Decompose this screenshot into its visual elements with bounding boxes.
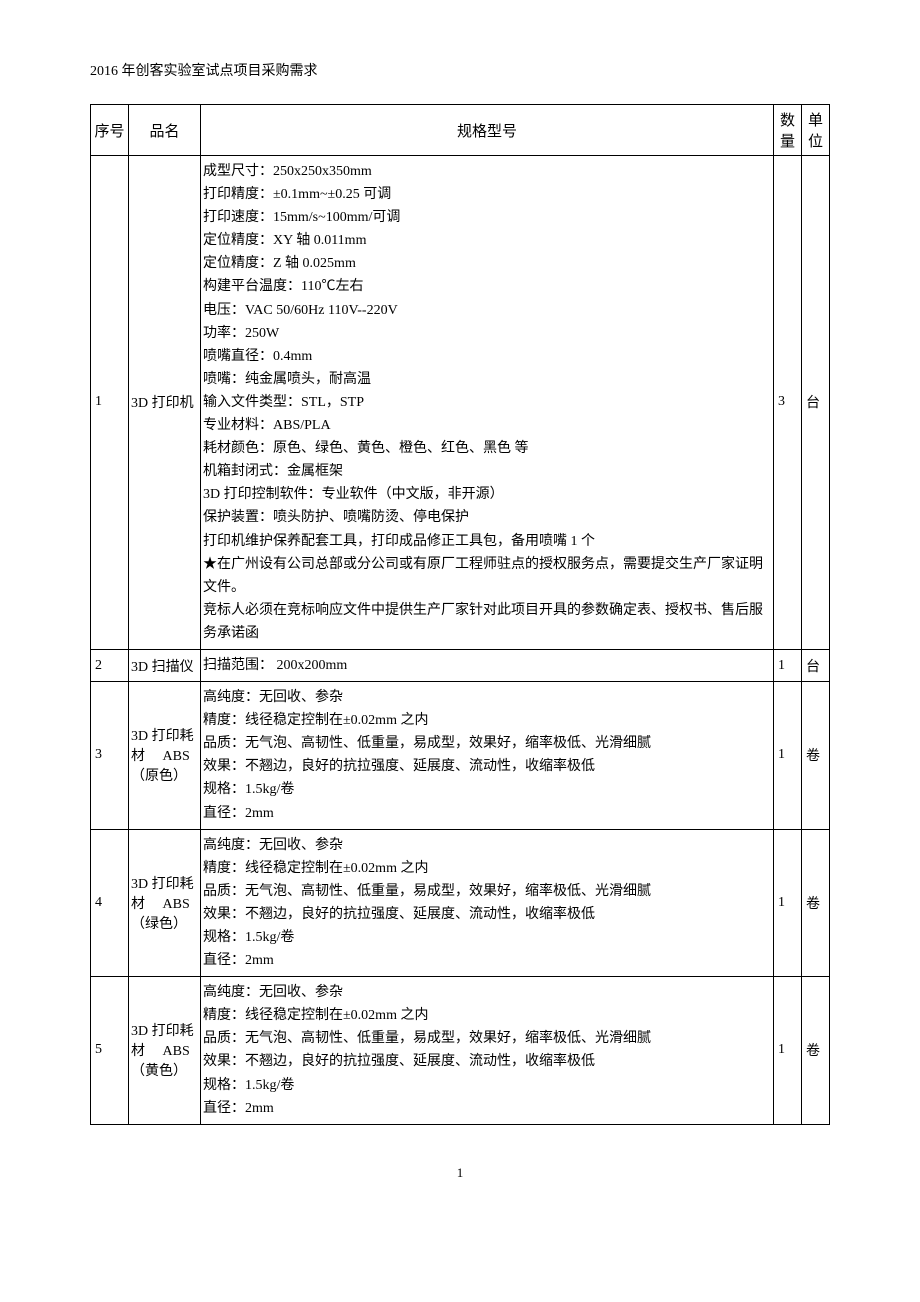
spec-line: 效果：不翘边，良好的抗拉强度、延展度、流动性，收缩率极低 (203, 1050, 771, 1073)
spec-line: 规格：1.5kg/卷 (203, 926, 771, 949)
header-seq: 序号 (91, 105, 129, 156)
spec-line: 直径：2mm (203, 1097, 771, 1120)
cell-name: 3D 打印耗材 ABS（黄色） (129, 977, 201, 1125)
spec-line: 直径：2mm (203, 802, 771, 825)
spec-line: 喷嘴直径：0.4mm (203, 345, 771, 368)
spec-line: 高纯度：无回收、参杂 (203, 981, 771, 1004)
cell-qty: 1 (774, 649, 802, 681)
header-qty: 数量 (774, 105, 802, 156)
page-title: 2016 年创客实验室试点项目采购需求 (90, 60, 830, 80)
table-row: 53D 打印耗材 ABS（黄色）高纯度：无回收、参杂精度：线径稳定控制在±0.0… (91, 977, 830, 1125)
cell-spec: 高纯度：无回收、参杂精度：线径稳定控制在±0.02mm 之内品质：无气泡、高韧性… (201, 977, 774, 1125)
cell-spec: 高纯度：无回收、参杂精度：线径稳定控制在±0.02mm 之内品质：无气泡、高韧性… (201, 829, 774, 977)
spec-line: 规格：1.5kg/卷 (203, 1074, 771, 1097)
cell-unit: 卷 (802, 977, 830, 1125)
spec-line: 高纯度：无回收、参杂 (203, 834, 771, 857)
cell-qty: 1 (774, 682, 802, 830)
spec-line: 机箱封闭式：金属框架 (203, 460, 771, 483)
cell-spec: 成型尺寸：250x250x350mm打印精度：±0.1mm~±0.25 可调打印… (201, 156, 774, 650)
spec-line: ★在广州设有公司总部或分公司或有原厂工程师驻点的授权服务点，需要提交生产厂家证明… (203, 553, 771, 599)
spec-line: 直径：2mm (203, 949, 771, 972)
spec-line: 喷嘴：纯金属喷头，耐高温 (203, 368, 771, 391)
spec-line: 高纯度：无回收、参杂 (203, 686, 771, 709)
spec-line: 打印机维护保养配套工具，打印成品修正工具包，备用喷嘴 1 个 (203, 530, 771, 553)
spec-line: 精度：线径稳定控制在±0.02mm 之内 (203, 857, 771, 880)
spec-line: 构建平台温度：110℃左右 (203, 275, 771, 298)
cell-name: 3D 扫描仪 (129, 649, 201, 681)
spec-line: 电压：VAC 50/60Hz 110V--220V (203, 299, 771, 322)
spec-line: 精度：线径稳定控制在±0.02mm 之内 (203, 709, 771, 732)
spec-line: 效果：不翘边，良好的抗拉强度、延展度、流动性，收缩率极低 (203, 903, 771, 926)
spec-line: 定位精度：XY 轴 0.011mm (203, 229, 771, 252)
spec-line: 3D 打印控制软件：专业软件（中文版，非开源） (203, 483, 771, 506)
cell-qty: 1 (774, 829, 802, 977)
table-row: 33D 打印耗材 ABS（原色）高纯度：无回收、参杂精度：线径稳定控制在±0.0… (91, 682, 830, 830)
spec-line: 专业材料：ABS/PLA (203, 414, 771, 437)
procurement-table: 序号 品名 规格型号 数量 单位 13D 打印机成型尺寸：250x250x350… (90, 104, 830, 1125)
spec-line: 品质：无气泡、高韧性、低重量，易成型，效果好，缩率极低、光滑细腻 (203, 1027, 771, 1050)
header-unit: 单位 (802, 105, 830, 156)
spec-line: 精度：线径稳定控制在±0.02mm 之内 (203, 1004, 771, 1027)
spec-line: 打印速度：15mm/s~100mm/可调 (203, 206, 771, 229)
cell-spec: 高纯度：无回收、参杂精度：线径稳定控制在±0.02mm 之内品质：无气泡、高韧性… (201, 682, 774, 830)
table-row: 13D 打印机成型尺寸：250x250x350mm打印精度：±0.1mm~±0.… (91, 156, 830, 650)
spec-line: 效果：不翘边，良好的抗拉强度、延展度、流动性，收缩率极低 (203, 755, 771, 778)
spec-line: 竞标人必须在竞标响应文件中提供生产厂家针对此项目开具的参数确定表、授权书、售后服… (203, 599, 771, 645)
cell-unit: 卷 (802, 682, 830, 830)
cell-name: 3D 打印耗材 ABS（原色） (129, 682, 201, 830)
table-header-row: 序号 品名 规格型号 数量 单位 (91, 105, 830, 156)
spec-line: 打印精度：±0.1mm~±0.25 可调 (203, 183, 771, 206)
cell-qty: 1 (774, 977, 802, 1125)
spec-line: 保护装置：喷头防护、喷嘴防烫、停电保护 (203, 506, 771, 529)
spec-line: 成型尺寸：250x250x350mm (203, 160, 771, 183)
spec-line: 功率：250W (203, 322, 771, 345)
header-spec: 规格型号 (201, 105, 774, 156)
table-row: 43D 打印耗材 ABS（绿色）高纯度：无回收、参杂精度：线径稳定控制在±0.0… (91, 829, 830, 977)
cell-name: 3D 打印耗材 ABS（绿色） (129, 829, 201, 977)
spec-line: 规格：1.5kg/卷 (203, 778, 771, 801)
cell-qty: 3 (774, 156, 802, 650)
spec-line: 扫描范围： 200x200mm (203, 654, 771, 677)
spec-line: 品质：无气泡、高韧性、低重量，易成型，效果好，缩率极低、光滑细腻 (203, 880, 771, 903)
cell-seq: 3 (91, 682, 129, 830)
spec-line: 耗材颜色：原色、绿色、黄色、橙色、红色、黑色 等 (203, 437, 771, 460)
cell-seq: 1 (91, 156, 129, 650)
page-number: 1 (90, 1165, 830, 1181)
cell-seq: 4 (91, 829, 129, 977)
table-body: 13D 打印机成型尺寸：250x250x350mm打印精度：±0.1mm~±0.… (91, 156, 830, 1125)
cell-unit: 台 (802, 649, 830, 681)
cell-name: 3D 打印机 (129, 156, 201, 650)
cell-seq: 5 (91, 977, 129, 1125)
cell-spec: 扫描范围： 200x200mm (201, 649, 774, 681)
cell-unit: 卷 (802, 829, 830, 977)
cell-unit: 台 (802, 156, 830, 650)
table-row: 23D 扫描仪扫描范围： 200x200mm1台 (91, 649, 830, 681)
spec-line: 品质：无气泡、高韧性、低重量，易成型，效果好，缩率极低、光滑细腻 (203, 732, 771, 755)
cell-seq: 2 (91, 649, 129, 681)
header-name: 品名 (129, 105, 201, 156)
spec-line: 输入文件类型：STL，STP (203, 391, 771, 414)
spec-line: 定位精度：Z 轴 0.025mm (203, 252, 771, 275)
